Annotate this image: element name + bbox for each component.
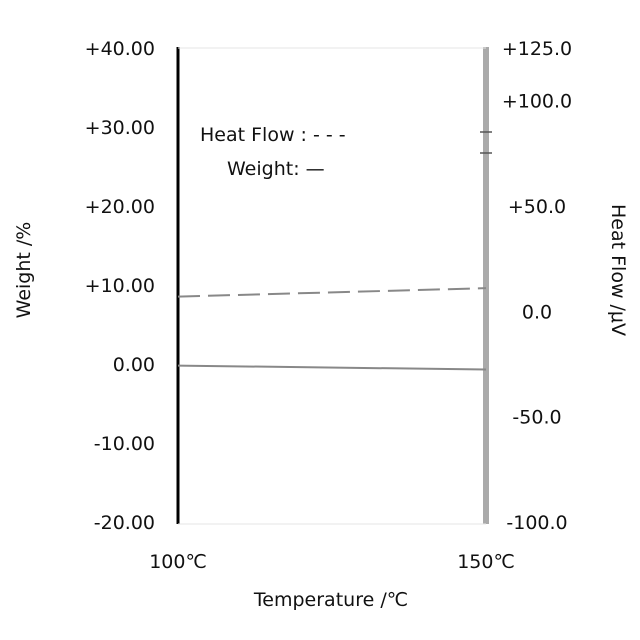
y-left-tick-label: +30.00 [85,117,155,139]
legend-weight: Weight: — [227,158,325,180]
y-left-axis-title: Weight /% [13,222,35,319]
y-right-tick-label: +100.0 [502,91,572,113]
y-right-tick-label: -100.0 [506,512,567,534]
y-right-tick-label: 0.0 [522,301,552,323]
x-axis-title: Temperature /℃ [253,589,408,611]
y-right-axis-title: Heat Flow /μV [607,204,629,336]
y-left-tick-label: 0.00 [113,354,155,376]
y-right-tick-label: -50.0 [512,407,561,429]
y-left-tick-label: +10.00 [85,275,155,297]
y-right-tick-label: +125.0 [502,38,572,60]
legend-heat-flow: Heat Flow : - - - [200,124,346,146]
y-left-tick-label: +40.00 [85,38,155,60]
x-tick-label: 150℃ [457,551,515,573]
y-right-tick-label: +50.0 [508,196,566,218]
y-left-tick-label: +20.00 [85,196,155,218]
plot-area [178,48,486,524]
y-left-tick-label: -20.00 [94,512,155,534]
y-left-tick-label: -10.00 [94,433,155,455]
x-tick-label: 100℃ [149,551,207,573]
